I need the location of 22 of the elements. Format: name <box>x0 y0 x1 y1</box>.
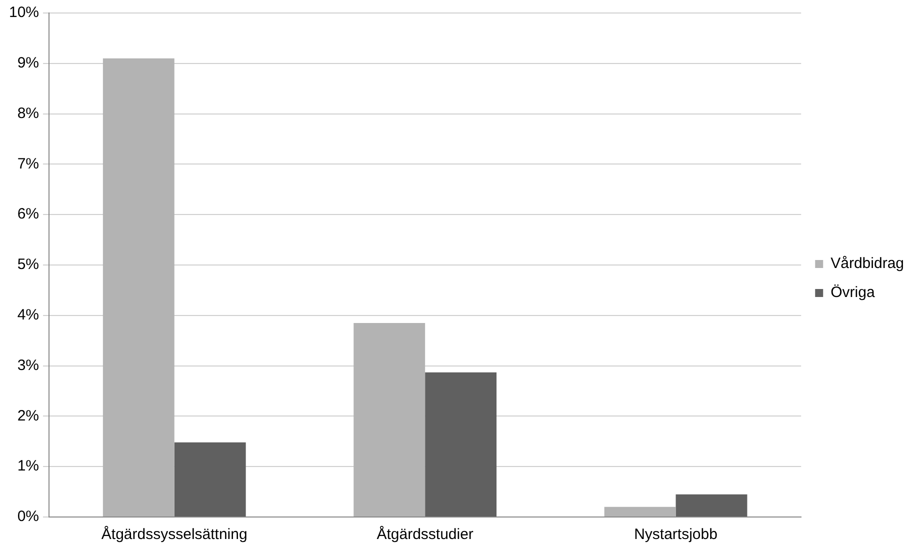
y-tick-label: 9% <box>17 54 40 72</box>
bar <box>174 442 246 516</box>
bar <box>102 58 174 516</box>
y-tick-label: 3% <box>17 356 40 374</box>
x-tick-label: Åtgärdssysselsättning <box>101 525 248 544</box>
bar <box>604 506 676 516</box>
x-tick-label: Nystartsjobb <box>634 526 718 544</box>
y-tick-label: 1% <box>17 458 40 475</box>
y-tick-label: 5% <box>17 256 40 274</box>
legend-label: Övriga <box>830 284 876 302</box>
y-tick-label: 6% <box>17 206 40 223</box>
y-tick-label: 2% <box>17 407 40 424</box>
bar <box>354 322 426 516</box>
legend-label: Vårdbidrag <box>830 255 904 272</box>
y-tick-label: 0% <box>17 508 40 526</box>
y-tick-label: 4% <box>17 306 40 324</box>
bar <box>425 372 497 516</box>
bar <box>676 494 748 516</box>
y-tick-label: 7% <box>17 155 40 172</box>
x-tick-label: Åtgärdsstudier <box>376 525 474 544</box>
y-tick-label: 8% <box>17 104 40 122</box>
y-tick-label: 10% <box>8 4 40 22</box>
